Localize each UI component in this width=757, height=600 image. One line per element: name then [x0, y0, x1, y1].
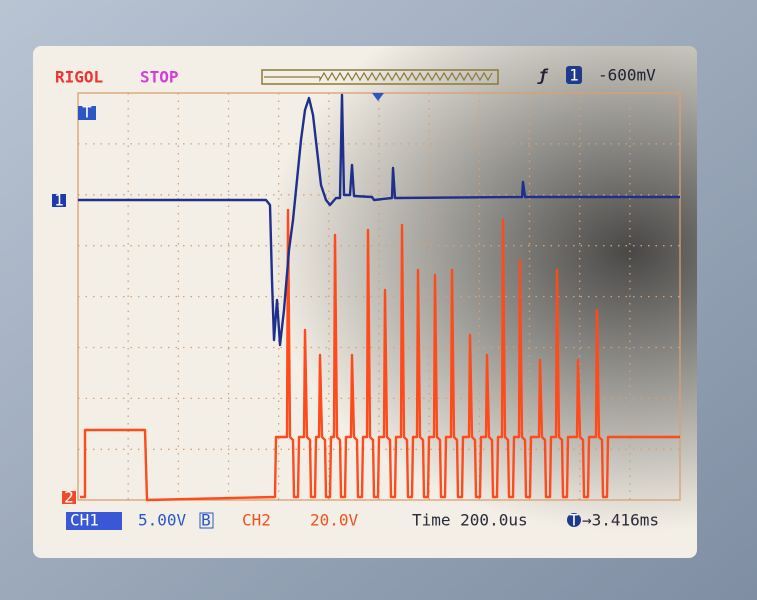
ch2-marker-label: 2 — [64, 488, 74, 507]
ch1-label-box — [66, 512, 122, 530]
trigger-marker — [78, 106, 96, 120]
ch1-label: CH1 — [70, 511, 99, 530]
ch1-limit: B — [201, 511, 211, 530]
trigger-source-box — [566, 66, 582, 84]
trigger-level: -600mV — [598, 66, 656, 85]
ch1-scale: 5.00V — [138, 511, 187, 530]
ch1-limit-box — [199, 512, 214, 529]
brand: RIGOL — [55, 68, 103, 87]
trigger-position — [372, 93, 384, 101]
screen-shading — [33, 46, 697, 558]
trigger-edge: ƒ — [537, 66, 549, 85]
grid — [78, 93, 680, 500]
ch2-label: CH2 — [242, 511, 271, 530]
run-status: STOP — [140, 68, 179, 87]
trigger-offset: →3.416ms — [582, 511, 659, 530]
offset-icon-circle — [567, 513, 581, 527]
offset-icon: T — [569, 511, 579, 530]
memory-bar — [261, 69, 499, 85]
memory-waveform — [264, 71, 493, 83]
ch1-trace — [78, 93, 680, 347]
ch2-marker — [62, 491, 76, 504]
trigger-source: 1 — [569, 66, 579, 85]
timebase: Time 200.0us — [412, 511, 528, 530]
ch1-marker-label: 1 — [54, 191, 64, 210]
ch2-trace — [80, 208, 680, 502]
ch2-scale: 20.0V — [310, 511, 359, 530]
ch1-marker — [52, 194, 66, 207]
trigger-marker-label: T — [82, 103, 92, 122]
